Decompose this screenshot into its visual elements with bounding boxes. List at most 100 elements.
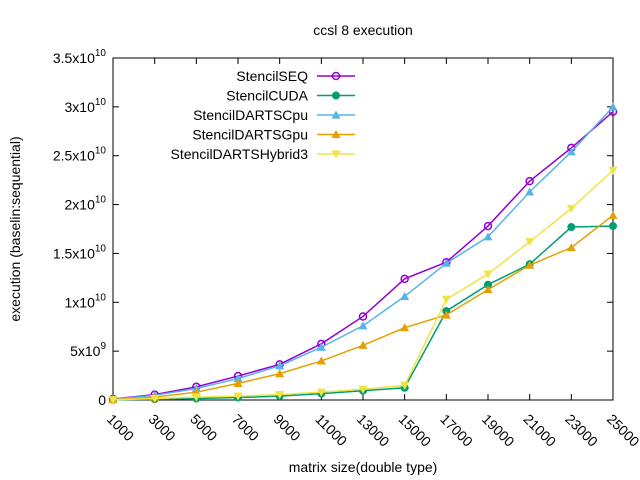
- data-point-stencildartsgpu: [566, 243, 576, 252]
- data-point-stencildartshybrid3: [275, 391, 285, 400]
- data-point-stencilseq: [358, 312, 368, 321]
- x-tick-label: 9000: [271, 411, 304, 444]
- y-tick-label: 2.5x1010: [53, 146, 107, 164]
- legend-label: StencilSEQ: [236, 68, 308, 84]
- legend-label: StencilDARTSGpu: [192, 127, 308, 143]
- data-point-stencildartscpu: [566, 147, 576, 156]
- data-point-stencilseq: [400, 274, 409, 284]
- data-point-stencildartsgpu: [441, 310, 451, 319]
- data-point-stencildartscpu: [358, 321, 368, 330]
- data-point-stencildartsgpu: [525, 260, 535, 269]
- x-tick-label: 17000: [437, 411, 476, 450]
- legend-item-stencildartsgpu: StencilDARTSGpu: [192, 127, 355, 143]
- x-axis-label: matrix size(double type): [289, 459, 438, 475]
- x-tick-label: 7000: [229, 411, 262, 444]
- chart-title: ccsl 8 execution: [313, 22, 413, 38]
- x-tick-label: 13000: [354, 411, 393, 450]
- y-tick-mantissa: 2.5x10: [53, 148, 95, 164]
- y-axis: 05x1091x10101.5x10102x10102.5x10103x1010…: [53, 48, 613, 408]
- x-tick-label: 23000: [562, 411, 601, 450]
- data-point-stencildartscpu: [400, 291, 410, 301]
- data-point-stencildartscpu: [483, 232, 493, 241]
- x-tick-label: 5000: [187, 411, 220, 444]
- legend-swatch-marker: [331, 150, 341, 159]
- data-point-stencildartsgpu: [316, 356, 326, 365]
- series-layer: [108, 102, 618, 405]
- legend-label: StencilCUDA: [226, 88, 308, 104]
- data-point-stencildartshybrid3: [191, 393, 201, 402]
- y-tick-label: 1x1010: [65, 292, 107, 310]
- y-tick-exponent: 10: [95, 292, 107, 303]
- legend-label: StencilDARTSHybrid3: [171, 146, 309, 162]
- data-point-stencilseq: [483, 221, 493, 231]
- y-tick-exponent: 10: [95, 48, 107, 59]
- y-tick-exponent: 9: [100, 341, 106, 352]
- data-point-stencildartshybrid3: [400, 381, 410, 390]
- x-tick-label: 25000: [604, 411, 640, 450]
- legend-swatch-marker: [332, 91, 340, 100]
- series-stencildartshybrid3: [108, 166, 618, 405]
- data-point-stencildartshybrid3: [108, 396, 118, 405]
- series-stencildartsgpu: [108, 210, 618, 404]
- data-point-stencildartshybrid3: [566, 204, 576, 213]
- data-point-stencildartscpu: [525, 187, 535, 196]
- legend-item-stencildartshybrid3: StencilDARTSHybrid3: [171, 146, 355, 162]
- x-tick-label: 1000: [104, 411, 137, 444]
- legend-item-stencilcuda: StencilCUDA: [226, 88, 355, 104]
- y-tick-exponent: 10: [95, 97, 107, 108]
- legend-item-stencildartscpu: StencilDARTSCpu: [193, 107, 355, 123]
- x-tick-label: 11000: [312, 411, 350, 449]
- data-point-stencildartscpu: [608, 102, 618, 111]
- x-tick-label: 19000: [479, 411, 518, 450]
- y-tick-mantissa: 1x10: [65, 294, 96, 310]
- y-tick-mantissa: 2x10: [65, 197, 96, 213]
- series-line-stencildartsgpu: [112, 214, 614, 401]
- y-tick-exponent: 10: [95, 195, 107, 206]
- data-point-stencildartsgpu: [483, 285, 493, 294]
- data-point-stencildartsgpu: [233, 378, 243, 387]
- data-point-stencildartscpu: [316, 342, 326, 351]
- y-tick-mantissa: 1.5x10: [53, 245, 95, 261]
- legend-swatch-marker: [331, 110, 341, 119]
- y-tick-mantissa: 5x10: [70, 343, 101, 359]
- data-point-stencildartsgpu: [275, 369, 285, 378]
- y-tick-mantissa: 3.5x10: [53, 50, 95, 66]
- x-tick-label: 3000: [146, 411, 179, 444]
- y-axis-label: execution (baselin:sequential): [7, 136, 23, 321]
- data-point-stencildartsgpu: [358, 340, 368, 349]
- y-tick-label: 2x1010: [65, 195, 107, 213]
- data-point-stencilcuda: [567, 223, 576, 232]
- y-tick-label: 0: [98, 392, 106, 408]
- data-point-stencildartshybrid3: [233, 392, 243, 401]
- series-line-stencildartshybrid3: [112, 169, 614, 401]
- data-point-stencildartscpu: [233, 374, 243, 383]
- data-point-stencildartshybrid3: [441, 295, 451, 304]
- data-point-stencildartshybrid3: [525, 238, 535, 247]
- data-point-stencildartsgpu: [400, 323, 410, 332]
- data-point-stencildartshybrid3: [358, 385, 368, 394]
- legend-label: StencilDARTSCpu: [193, 107, 308, 123]
- legend: StencilSEQ StencilCUDA StencilDARTSCpu Sten…: [171, 68, 355, 162]
- data-point-stencildartscpu: [441, 258, 451, 267]
- data-point-stencildartscpu: [275, 361, 285, 370]
- y-tick-label: 5x109: [70, 341, 106, 359]
- y-tick-label: 3.5x1010: [53, 48, 107, 66]
- data-point-stencilseq: [525, 176, 534, 186]
- data-point-stencildartshybrid3: [483, 270, 493, 279]
- y-tick-mantissa: 0: [98, 392, 106, 408]
- data-point-stencildartshybrid3: [150, 394, 160, 404]
- y-tick-label: 3x1010: [65, 97, 107, 115]
- data-point-stencildartshybrid3: [316, 388, 326, 397]
- legend-swatch-marker: [331, 130, 341, 139]
- x-tick-label: 21000: [521, 411, 560, 450]
- x-tick-label: 15000: [396, 411, 435, 450]
- data-point-stencilcuda: [609, 222, 617, 231]
- y-tick-mantissa: 3x10: [65, 99, 96, 115]
- y-tick-exponent: 10: [95, 243, 107, 254]
- y-tick-exponent: 10: [95, 146, 107, 157]
- legend-item-stencilseq: StencilSEQ: [236, 68, 355, 84]
- data-point-stencildartshybrid3: [608, 166, 618, 175]
- y-tick-label: 1.5x1010: [53, 243, 107, 261]
- legend-swatch-marker: [331, 71, 341, 81]
